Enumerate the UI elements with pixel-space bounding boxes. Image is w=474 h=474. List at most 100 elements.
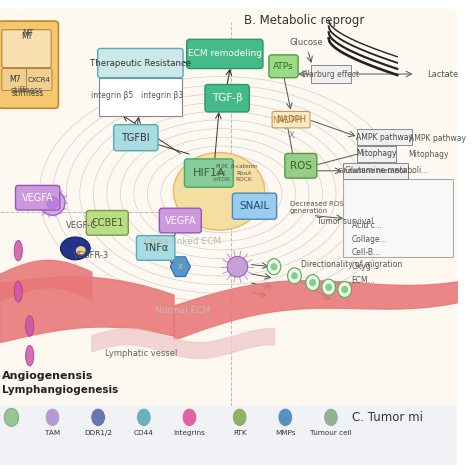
Ellipse shape — [324, 408, 338, 427]
FancyBboxPatch shape — [311, 65, 351, 83]
Text: integrin β5: integrin β5 — [91, 91, 133, 100]
Text: Cross linked ECM: Cross linked ECM — [144, 237, 221, 246]
Text: Tumour cell: Tumour cell — [310, 430, 352, 436]
Text: mTOR: mTOR — [212, 177, 230, 182]
Text: VEGF-C: VEGF-C — [66, 221, 98, 230]
FancyBboxPatch shape — [27, 69, 52, 91]
Ellipse shape — [61, 237, 90, 260]
Ellipse shape — [227, 256, 247, 277]
Text: Glutamine metaboli...: Glutamine metaboli... — [345, 166, 428, 175]
Text: VEGFR-3: VEGFR-3 — [73, 251, 109, 260]
Text: Normal ECM: Normal ECM — [155, 306, 210, 315]
Text: Decreased ROS
generation: Decreased ROS generation — [290, 201, 344, 214]
FancyBboxPatch shape — [184, 159, 233, 187]
Ellipse shape — [26, 316, 34, 336]
Text: SNAIL: SNAIL — [239, 201, 270, 211]
Text: Warburg effect: Warburg effect — [302, 71, 360, 80]
Text: Oxyg...: Oxyg... — [352, 262, 378, 271]
Text: CXCR4: CXCR4 — [28, 76, 51, 82]
Text: ROCK: ROCK — [236, 177, 253, 182]
Ellipse shape — [267, 259, 281, 274]
Text: TGFBI: TGFBI — [121, 133, 150, 143]
Text: stiffness: stiffness — [11, 89, 44, 98]
FancyBboxPatch shape — [0, 21, 58, 108]
Text: VEGFA: VEGFA — [22, 193, 54, 203]
Ellipse shape — [306, 274, 319, 291]
FancyBboxPatch shape — [159, 208, 201, 233]
FancyBboxPatch shape — [343, 179, 453, 256]
Text: X: X — [178, 264, 182, 270]
Text: Mitophagy: Mitophagy — [356, 149, 397, 158]
FancyBboxPatch shape — [187, 39, 263, 69]
Text: Cell-B...: Cell-B... — [352, 248, 381, 257]
Text: Angiogenensis: Angiogenensis — [2, 371, 94, 381]
Ellipse shape — [341, 286, 348, 293]
FancyBboxPatch shape — [343, 163, 408, 179]
Polygon shape — [170, 257, 191, 276]
FancyBboxPatch shape — [16, 185, 60, 210]
Text: M7: M7 — [9, 75, 20, 84]
FancyBboxPatch shape — [137, 236, 175, 260]
Ellipse shape — [325, 283, 332, 291]
Text: DDR1/2: DDR1/2 — [84, 430, 112, 436]
Text: MT: MT — [21, 32, 32, 41]
Ellipse shape — [173, 153, 265, 230]
Text: PI3K: PI3K — [215, 164, 228, 169]
Text: RTK: RTK — [233, 430, 246, 436]
Ellipse shape — [26, 346, 34, 366]
FancyBboxPatch shape — [2, 30, 51, 68]
Text: X: X — [288, 131, 294, 140]
Text: ROS: ROS — [290, 161, 312, 171]
FancyBboxPatch shape — [99, 78, 182, 116]
Ellipse shape — [45, 408, 60, 427]
Ellipse shape — [338, 282, 352, 298]
Text: TAM: TAM — [45, 430, 60, 436]
Ellipse shape — [271, 263, 277, 270]
Text: Lactate: Lactate — [427, 71, 458, 80]
Text: Glutamine metaboli...: Glutamine metaboli... — [337, 168, 414, 174]
Ellipse shape — [232, 408, 247, 427]
Text: Collage...: Collage... — [352, 235, 387, 244]
FancyBboxPatch shape — [114, 125, 158, 151]
Text: NADPH: NADPH — [273, 116, 303, 125]
Text: Mitophagy: Mitophagy — [409, 150, 449, 159]
Ellipse shape — [137, 408, 151, 427]
Text: ECM...: ECM... — [352, 276, 375, 285]
FancyBboxPatch shape — [272, 111, 310, 128]
Text: C. Tumor mi: C. Tumor mi — [352, 411, 422, 424]
Text: MT: MT — [22, 29, 33, 38]
Text: Glucose: Glucose — [289, 38, 323, 47]
Text: β-catenin: β-catenin — [230, 164, 258, 169]
Ellipse shape — [291, 272, 298, 280]
Text: B. Metabolic reprogr: B. Metabolic reprogr — [244, 14, 365, 27]
Ellipse shape — [309, 279, 316, 286]
Ellipse shape — [91, 408, 105, 427]
Text: Directionality of migration: Directionality of migration — [301, 260, 402, 269]
Text: ATK: ATK — [216, 171, 227, 175]
Ellipse shape — [40, 190, 65, 215]
FancyBboxPatch shape — [285, 154, 317, 178]
Ellipse shape — [14, 282, 22, 302]
Text: RhoA: RhoA — [237, 171, 252, 175]
Text: Acid c...: Acid c... — [352, 221, 382, 230]
Text: Lymphatic vessel: Lymphatic vessel — [105, 349, 178, 358]
Text: HIF1A: HIF1A — [192, 168, 225, 178]
FancyBboxPatch shape — [205, 84, 249, 112]
Ellipse shape — [182, 408, 197, 427]
Text: NADPH: NADPH — [276, 115, 306, 124]
Text: TNFα: TNFα — [143, 243, 168, 253]
FancyBboxPatch shape — [269, 55, 298, 78]
Text: stiffness: stiffness — [10, 86, 43, 95]
FancyBboxPatch shape — [0, 406, 456, 465]
Ellipse shape — [322, 279, 336, 295]
Text: Integrins: Integrins — [173, 430, 205, 436]
Ellipse shape — [14, 240, 22, 261]
Text: integrin β3: integrin β3 — [141, 91, 183, 100]
Ellipse shape — [278, 408, 292, 427]
Text: CCBE1: CCBE1 — [91, 218, 124, 228]
Text: MMPs: MMPs — [275, 430, 296, 436]
FancyBboxPatch shape — [86, 210, 128, 235]
FancyBboxPatch shape — [2, 69, 27, 91]
Text: Therapeutic Resistance: Therapeutic Resistance — [90, 59, 191, 68]
Text: Lymphangiogenesis: Lymphangiogenesis — [2, 385, 118, 395]
